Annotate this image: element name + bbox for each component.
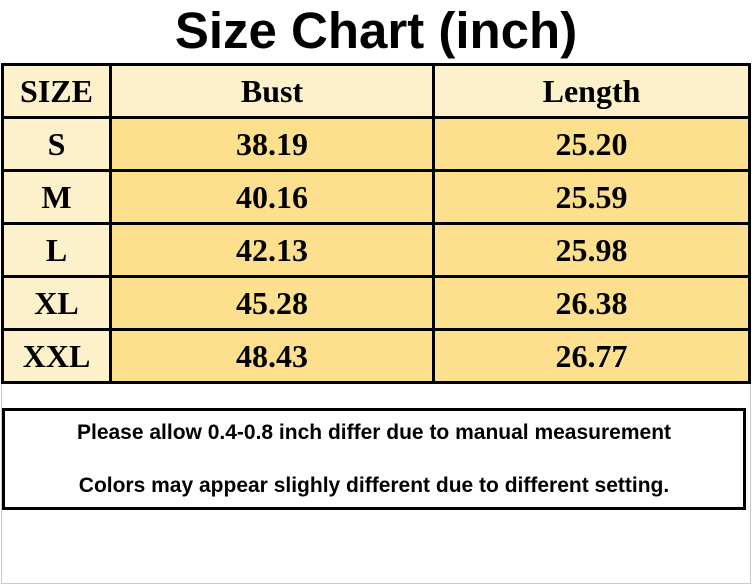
column-header-bust: Bust [109, 63, 435, 119]
bust-cell: 45.28 [109, 275, 435, 331]
length-cell: 25.20 [432, 116, 751, 172]
note-measurement: Please allow 0.4-0.8 inch differ due to … [76, 421, 672, 444]
note-colors: Colors may appear slighly different due … [78, 474, 670, 497]
bust-cell: 40.16 [109, 169, 435, 225]
column-header-length: Length [432, 63, 751, 119]
table-row: XL 45.28 26.38 [1, 275, 751, 331]
length-cell: 25.59 [432, 169, 751, 225]
page-title: Size Chart (inch) [174, 2, 578, 59]
column-header-size: SIZE [1, 63, 112, 119]
length-cell: 26.38 [432, 275, 751, 331]
length-cell: 26.77 [432, 328, 751, 384]
table-header-row: SIZE Bust Length [1, 63, 751, 119]
size-cell: M [1, 169, 112, 225]
bust-cell: 48.43 [109, 328, 435, 384]
table-row: XXL 48.43 26.77 [1, 328, 751, 384]
size-cell: XL [1, 275, 112, 331]
table-row: L 42.13 25.98 [1, 222, 751, 278]
size-chart-table: SIZE Bust Length S 38.19 25.20 M 40.16 2… [1, 63, 751, 384]
size-chart-frame: SIZE Bust Length S 38.19 25.20 M 40.16 2… [1, 63, 751, 584]
length-cell: 25.98 [432, 222, 751, 278]
size-cell: L [1, 222, 112, 278]
table-row: M 40.16 25.59 [1, 169, 751, 225]
notes-box: Please allow 0.4-0.8 inch differ due to … [2, 408, 746, 510]
bust-cell: 42.13 [109, 222, 435, 278]
size-cell: S [1, 116, 112, 172]
table-row: S 38.19 25.20 [1, 116, 751, 172]
bust-cell: 38.19 [109, 116, 435, 172]
size-cell: XXL [1, 328, 112, 384]
